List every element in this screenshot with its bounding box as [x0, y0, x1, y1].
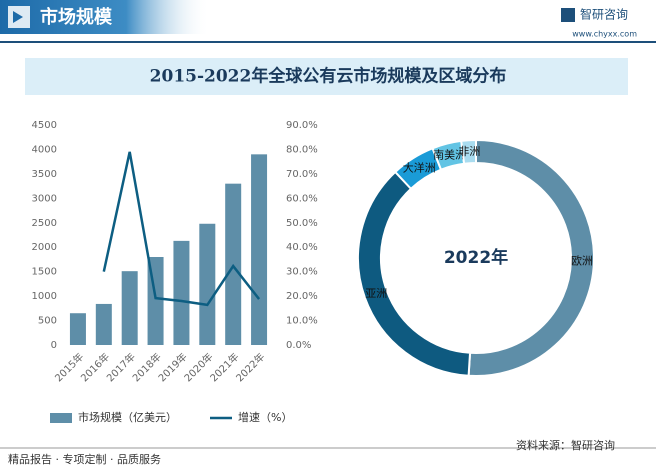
- donut-slice: [357, 170, 472, 377]
- legend-label: 增速（%）: [238, 410, 292, 424]
- y-tick-label: 4000: [32, 144, 57, 155]
- y2-tick-label: 80.0%: [286, 144, 318, 155]
- y2-tick-label: 40.0%: [286, 242, 318, 253]
- y-tick-label: 4500: [32, 120, 57, 131]
- y2-tick-label: 70.0%: [286, 169, 318, 180]
- footer-source: 资料来源：智研咨询: [516, 438, 615, 452]
- y-tick-label: 0: [51, 340, 57, 351]
- slice-label: 非洲: [458, 145, 480, 158]
- slice-label: 亚洲: [365, 287, 387, 300]
- y2-tick-label: 0.0%: [286, 340, 311, 351]
- brand-logo: [561, 8, 575, 22]
- header-title: 市场规模: [40, 6, 113, 28]
- legend-swatch: [50, 413, 72, 423]
- slice-label: 南美洲: [433, 148, 466, 161]
- y2-tick-label: 20.0%: [286, 291, 318, 302]
- y-tick-label: 1500: [32, 267, 57, 278]
- donut-center-label: 2022年: [444, 247, 508, 268]
- y2-tick-label: 60.0%: [286, 193, 318, 204]
- bar: [121, 271, 138, 345]
- bar: [173, 240, 190, 345]
- brand-name: 智研咨询: [580, 7, 628, 22]
- x-tick-label: 2022年: [233, 350, 267, 384]
- footer-left: 精品报告 · 专项定制 · 品质服务: [8, 452, 161, 466]
- legend-label: 市场规模（亿美元）: [78, 410, 177, 424]
- bar: [199, 223, 216, 345]
- y2-tick-label: 30.0%: [286, 267, 318, 278]
- y2-tick-label: 90.0%: [286, 120, 318, 131]
- y2-tick-label: 50.0%: [286, 218, 318, 229]
- slice-label: 欧洲: [571, 254, 593, 267]
- y-tick-label: 2000: [32, 242, 57, 253]
- y-tick-label: 1000: [32, 291, 57, 302]
- line: [102, 151, 261, 307]
- bar: [251, 154, 268, 345]
- header-band: [0, 0, 210, 34]
- donut-slice: [460, 138, 477, 165]
- header-icon-arrow: [13, 11, 23, 23]
- y-tick-label: 3000: [32, 193, 57, 204]
- y-tick-label: 2500: [32, 218, 57, 229]
- bar: [95, 303, 112, 345]
- banner-title: 2015-2022年全球公有云市场规模及区域分布: [150, 66, 507, 87]
- y-tick-label: 3500: [32, 169, 57, 180]
- bar: [69, 313, 86, 345]
- y2-tick-label: 10.0%: [286, 316, 318, 327]
- banner: [25, 58, 628, 95]
- brand-url: www.chyxx.com: [572, 30, 637, 39]
- y-tick-label: 500: [38, 316, 57, 327]
- slice-label: 大洋洲: [403, 161, 436, 175]
